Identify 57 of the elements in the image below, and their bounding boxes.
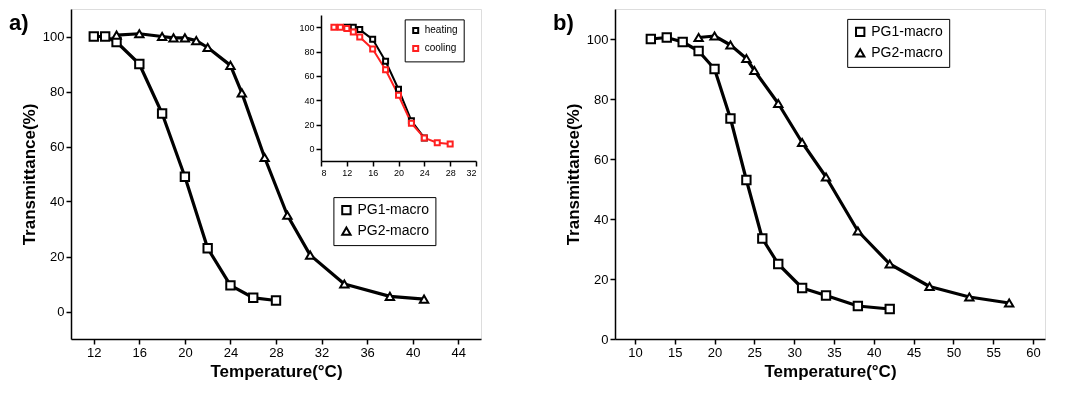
x-tick-label: 55 — [986, 344, 1001, 360]
y-tick-label: 60 — [304, 71, 315, 82]
x-tick-label: 12 — [342, 167, 353, 178]
x-tick-label: 45 — [906, 344, 922, 360]
x-tick-label: 8 — [321, 167, 327, 178]
x-axis-title: Temperature(°C) — [210, 361, 343, 381]
y-tick-label: 80 — [594, 91, 609, 107]
legend-label: PG2-macro — [871, 43, 943, 60]
x-tick-label: 16 — [368, 167, 379, 178]
x-tick-label: 15 — [667, 344, 683, 360]
y-tick-label: 20 — [594, 271, 609, 287]
x-tick-label: 60 — [1026, 344, 1041, 360]
text: a) — [9, 10, 29, 35]
x-tick-label: 20 — [393, 167, 405, 178]
legend-label: PG1-macro — [871, 22, 943, 39]
x-tick-label: 20 — [178, 344, 193, 360]
legend-label: heating — [424, 24, 458, 36]
y-axis-title: Transmittance(%) — [563, 103, 583, 246]
y-tick-label: 40 — [50, 194, 65, 209]
x-tick-label: 44 — [451, 344, 466, 360]
y-tick-label: 0 — [601, 331, 609, 347]
legend-label: PG2-macro — [357, 222, 430, 239]
y-tick-label: 100 — [586, 31, 609, 47]
x-tick-label: 16 — [132, 344, 148, 360]
y-tick-label: 100 — [299, 22, 315, 33]
legend-label: cooling — [424, 42, 457, 54]
y-axis-title: Transmittance(%) — [19, 103, 39, 246]
x-tick-label: 28 — [445, 167, 456, 178]
x-tick-label: 20 — [707, 344, 723, 360]
y-tick-label: 40 — [304, 95, 315, 106]
x-tick-label: 24 — [419, 167, 430, 178]
x-tick-label: 36 — [360, 344, 375, 360]
x-tick-label: 40 — [405, 344, 421, 360]
x-tick-label: 32 — [466, 167, 477, 178]
legend-label: PG1-macro — [357, 201, 430, 218]
x-tick-label: 50 — [946, 344, 962, 360]
y-tick-label: 0 — [57, 304, 65, 319]
x-tick-label: 12 — [87, 344, 102, 360]
y-tick-label: 60 — [594, 151, 609, 167]
x-tick-label: 10 — [628, 344, 643, 360]
y-tick-label: 20 — [50, 249, 65, 264]
x-tick-label: 35 — [827, 344, 842, 360]
x-tick-label: 28 — [269, 344, 284, 360]
y-tick-label: 80 — [50, 84, 65, 99]
y-tick-label: 100 — [42, 29, 65, 44]
x-tick-label: 25 — [747, 344, 763, 360]
y-tick-label: 80 — [304, 47, 315, 57]
x-axis-title: Temperature(°C) — [764, 361, 897, 381]
text: b) — [553, 10, 574, 35]
y-tick-label: 0 — [309, 144, 315, 155]
y-tick-label: 20 — [304, 120, 315, 130]
x-tick-label: 32 — [314, 344, 330, 360]
x-tick-label: 24 — [223, 344, 239, 360]
y-tick-label: 40 — [594, 211, 609, 227]
y-tick-label: 60 — [50, 139, 65, 154]
x-tick-label: 30 — [787, 344, 802, 360]
x-tick-label: 40 — [867, 344, 882, 360]
